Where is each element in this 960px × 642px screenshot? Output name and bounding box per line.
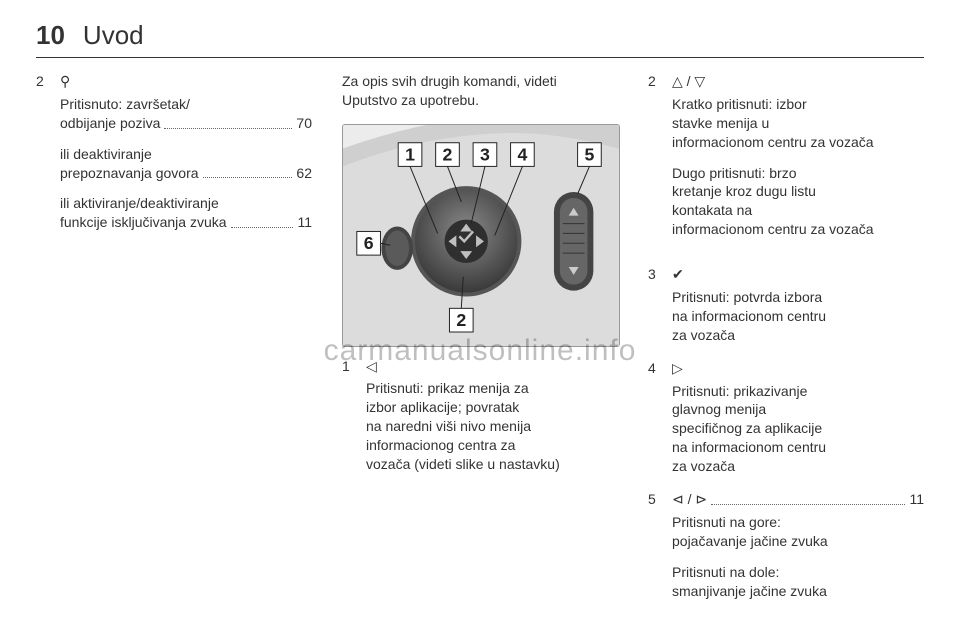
text-line: Pritisnuti na gore: <box>672 513 924 532</box>
dot-leader <box>164 127 292 129</box>
text-line: informacionom centru za vozača <box>672 133 924 152</box>
item-number: 5 <box>648 490 672 509</box>
item-5-volume: 5 ⊲ / ⊳ 11 Pritisnuti na gore: pojačavan… <box>648 490 924 612</box>
text-line: stavke menija u <box>672 114 924 133</box>
desc-voice-recog: ili deaktiviranje prepoznavanja govora 6… <box>60 145 312 183</box>
text-line: ili deaktiviranje <box>60 145 312 164</box>
item-number: 2 <box>648 72 672 91</box>
steering-wheel-controls-figure: 1 2 3 4 5 6 2 <box>342 124 620 347</box>
item-number: 2 <box>36 72 60 91</box>
text-line: Pritisnuti: potvrda izbora <box>672 288 924 307</box>
page-header: 10 Uvod <box>36 20 924 58</box>
left-arrow-icon: ◁ <box>366 357 377 376</box>
text-line: za vozača <box>672 326 924 345</box>
dot-leader <box>203 176 293 178</box>
steering-wheel-svg: 1 2 3 4 5 6 2 <box>343 125 619 346</box>
item-2-phone: 2 ⚲ Pritisnuto: završetak/ odbijanje poz… <box>36 72 312 244</box>
text-line: na naredni viši nivo menija <box>366 417 618 436</box>
svg-text:2: 2 <box>456 310 466 330</box>
page-ref: 62 <box>296 164 312 183</box>
text-line: informacionom centru za vozača <box>672 220 924 239</box>
svg-text:4: 4 <box>517 144 527 164</box>
intro-text: Za opis svih drugih komandi, videti Uput… <box>342 72 618 110</box>
svg-text:3: 3 <box>480 144 490 164</box>
chapter-title: Uvod <box>83 20 144 51</box>
page-ref: 70 <box>296 114 312 133</box>
text-line: Dugo pritisnuti: brzo <box>672 164 924 183</box>
text-line: Za opis svih drugih komandi, videti <box>342 72 618 91</box>
text-line: specifičnog za aplikacije <box>672 419 924 438</box>
desc-short-press: Kratko pritisnuti: izbor stavke menija u… <box>672 95 924 152</box>
text-line: pojačavanje jačine zvuka <box>672 532 924 551</box>
right-arrow-icon: ▷ <box>672 359 683 378</box>
desc-long-press: Dugo pritisnuti: brzo kretanje kroz dugu… <box>672 164 924 240</box>
text-line: ili aktiviranje/deaktiviranje <box>60 194 312 213</box>
hangup-icon: ⚲ <box>60 72 70 91</box>
text-line: Pritisnuti: prikazivanje <box>672 382 924 401</box>
column-3: 2 △ / ▽ Kratko pritisnuti: izbor stavke … <box>648 72 924 626</box>
svg-text:5: 5 <box>584 144 594 164</box>
item-number: 1 <box>342 357 366 376</box>
text-line: smanjivanje jačine zvuka <box>672 582 924 601</box>
page-ref: 11 <box>909 490 924 509</box>
text-line: za vozača <box>672 457 924 476</box>
text-line: Kratko pritisnuti: izbor <box>672 95 924 114</box>
text-line: na informacionom centru <box>672 307 924 326</box>
text-line: kretanje kroz dugu listu <box>672 182 924 201</box>
text-line: funkcije isključivanja zvuka <box>60 213 227 232</box>
up-down-arrows-icon: △ / ▽ <box>672 72 705 91</box>
text-line: Pritisnuti na dole: <box>672 563 924 582</box>
text-line: Uputstvo za upotrebu. <box>342 91 618 110</box>
item-2-updown: 2 △ / ▽ Kratko pritisnuti: izbor stavke … <box>648 72 924 251</box>
text-line: Pritisnuto: završetak/ <box>60 95 312 114</box>
manual-page: 10 Uvod 2 ⚲ Pritisnuto: završetak/ odbij… <box>0 0 960 642</box>
text-line: odbijanje poziva <box>60 114 160 133</box>
text-line: prepoznavanja govora <box>60 164 199 183</box>
text-line: izbor aplikacije; povratak <box>366 398 618 417</box>
page-number: 10 <box>36 20 65 51</box>
text-line: vozača (videti slike u nastavku) <box>366 455 618 474</box>
item-number: 4 <box>648 359 672 378</box>
item-1-back: 1 ◁ Pritisnuti: prikaz menija za izbor a… <box>342 357 618 474</box>
text-line: glavnog menija <box>672 400 924 419</box>
item-3-confirm: 3 ✔ Pritisnuti: potvrda izbora na inform… <box>648 265 924 345</box>
dot-leader <box>231 226 294 228</box>
svg-text:2: 2 <box>443 144 453 164</box>
desc-volume-down: Pritisnuti na dole: smanjivanje jačine z… <box>672 563 924 601</box>
desc-end-call: Pritisnuto: završetak/ odbijanje poziva … <box>60 95 312 133</box>
text-line: informacionog centra za <box>366 436 618 455</box>
item-number: 3 <box>648 265 672 284</box>
page-ref: 11 <box>297 213 312 232</box>
dot-leader <box>711 503 905 505</box>
text-line: na informacionom centru <box>672 438 924 457</box>
column-1: 2 ⚲ Pritisnuto: završetak/ odbijanje poz… <box>36 72 312 626</box>
item-4-right: 4 ▷ Pritisnuti: prikazivanje glavnog men… <box>648 359 924 476</box>
column-2: Za opis svih drugih komandi, videti Uput… <box>342 72 618 626</box>
seek-icons: ⊲ / ⊳ <box>672 490 707 509</box>
content-columns: 2 ⚲ Pritisnuto: završetak/ odbijanje poz… <box>36 72 924 604</box>
svg-text:1: 1 <box>405 144 415 164</box>
desc-volume-up: Pritisnuti na gore: pojačavanje jačine z… <box>672 513 924 551</box>
svg-text:6: 6 <box>364 233 374 253</box>
text-line: Pritisnuti: prikaz menija za <box>366 379 618 398</box>
desc-mute: ili aktiviranje/deaktiviranje funkcije i… <box>60 194 312 232</box>
checkmark-icon: ✔ <box>672 265 684 284</box>
text-line: kontakata na <box>672 201 924 220</box>
